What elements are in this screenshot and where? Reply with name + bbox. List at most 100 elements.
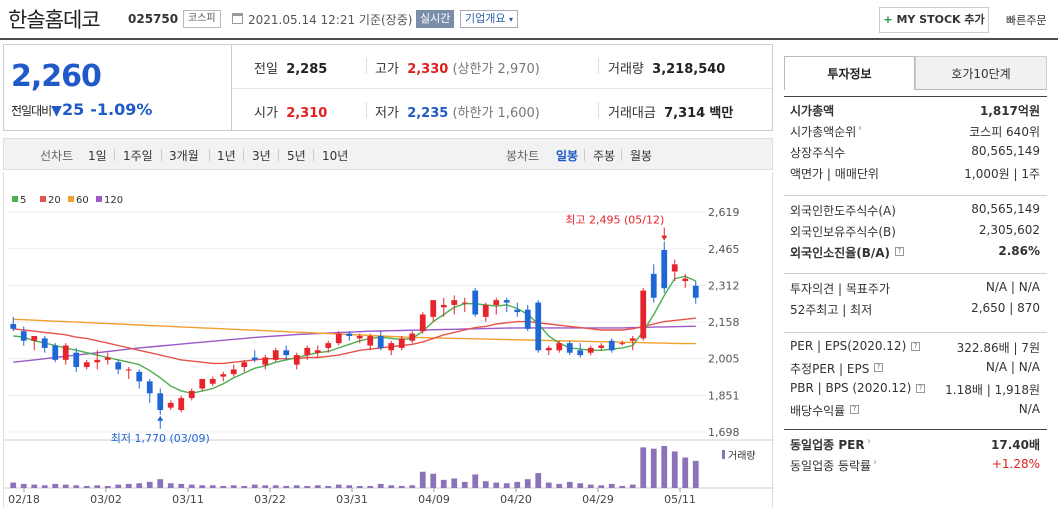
volume-bar — [146, 481, 153, 488]
candle-body — [692, 285, 699, 298]
chart-period-bar: 선차트 1일 1주일 3개월 1년 3년 5년 10년 봉차트 일봉 주봉 월봉 — [3, 138, 773, 170]
candle-body — [598, 345, 605, 348]
volume-bar — [136, 483, 143, 488]
help-icon[interactable]: ? — [911, 342, 920, 351]
volume-bar — [104, 485, 111, 488]
info-row: 52주최고 | 최저 2,650 | 870 — [790, 301, 1040, 321]
volume-bar — [283, 485, 290, 488]
volume-bar — [20, 483, 27, 488]
candle-body — [451, 300, 458, 305]
volume-bar — [577, 483, 584, 488]
volume-bar — [346, 485, 353, 488]
info-row-label: 외국인한도주식수(A) — [790, 204, 896, 218]
help-icon[interactable]: ? — [850, 405, 859, 414]
candle-body — [94, 359, 101, 363]
quick-order-link[interactable]: 빠른주문 — [1006, 14, 1047, 27]
realtime-button[interactable]: 실시간 — [416, 10, 455, 28]
volume-bar — [251, 484, 258, 488]
info-row: 외국인보유주식수(B) 2,305,602 — [790, 223, 1040, 243]
info-row: 외국인소진율(B/A)? 2.86% — [790, 244, 1040, 264]
upper-limit: (상한가 2,970) — [452, 62, 540, 77]
info-group-divider — [784, 332, 1047, 333]
volume-bar — [682, 457, 689, 488]
volume-bar — [619, 485, 626, 488]
info-row-label: PBR | BPS (2020.12) — [790, 381, 912, 395]
volume-bar — [314, 485, 321, 488]
volume-bar — [125, 483, 132, 488]
candle-body — [125, 369, 132, 371]
candle-body — [304, 347, 311, 356]
chevron-right-icon[interactable]: › — [858, 123, 862, 134]
candle-body — [104, 357, 111, 360]
add-mystock-button[interactable]: + MY STOCK 추가 — [879, 7, 989, 33]
chevron-down-icon: ▾ — [508, 15, 513, 24]
info-row: 상장주식수 80,565,149 — [790, 144, 1040, 164]
tab-order-book[interactable]: 호가10단계 — [915, 56, 1047, 90]
high-label: 고가 — [375, 62, 399, 77]
period-1y[interactable]: 1년 — [217, 149, 236, 163]
down-triangle-icon: ▼ — [51, 103, 62, 119]
info-row: 시가총액 1,817억원 — [790, 102, 1040, 122]
volume-legend-label: 거래량 — [728, 450, 756, 462]
info-row-label: 추정PER | EPS — [790, 362, 870, 376]
help-icon[interactable]: ? — [874, 363, 883, 372]
candle-body — [629, 338, 636, 341]
x-tick-label: 04/09 — [418, 493, 450, 506]
candle-body — [524, 309, 531, 329]
info-row: 액면가 | 매매단위 1,000원 | 1주 — [790, 165, 1040, 185]
period-10y[interactable]: 10년 — [322, 149, 349, 163]
volume-bar — [304, 485, 311, 488]
help-icon[interactable]: ? — [895, 247, 904, 256]
chevron-right-icon[interactable]: › — [873, 457, 877, 468]
period-3y[interactable]: 3년 — [252, 149, 271, 163]
candle-body — [377, 335, 384, 348]
amount-unit: 백만 — [709, 106, 734, 121]
chevron-right-icon[interactable]: › — [867, 436, 871, 447]
x-tick-label: 04/20 — [500, 493, 532, 506]
info-row: 동일업종 등락률 › +1.28% — [790, 457, 1040, 477]
period-1d[interactable]: 1일 — [88, 149, 107, 163]
info-row-label: 배당수익률 — [790, 404, 846, 418]
candle-body — [136, 371, 143, 382]
max-annotation: 최고 2,495 (05/12) — [565, 214, 664, 227]
x-tick-label: 03/31 — [336, 493, 368, 506]
info-row-value: 80,565,149 — [971, 202, 1040, 216]
candle-body — [262, 357, 269, 365]
volume-bar — [451, 478, 458, 488]
period-3m[interactable]: 3개월 — [169, 149, 199, 163]
info-row: 동일업종 PER › 17.40배 — [790, 436, 1040, 456]
candle-body — [493, 300, 500, 305]
volume-bar — [640, 447, 647, 488]
volume-bar — [167, 483, 174, 488]
info-group-divider — [784, 429, 1047, 430]
volume-bar — [94, 485, 101, 488]
stock-header: 한솔홈데코 025750 코스피 2021.05.14 12:21 기준(장중)… — [0, 0, 1058, 40]
volume-bar — [335, 484, 342, 488]
legend-swatch — [40, 196, 46, 202]
y-tick-label: 2,158 — [708, 316, 740, 329]
help-icon[interactable]: ? — [916, 384, 925, 393]
info-group-divider — [784, 96, 1047, 97]
candle-monthly[interactable]: 월봉 — [630, 149, 653, 163]
tab-investment-info[interactable]: 투자정보 — [784, 56, 915, 90]
info-row-label: 동일업종 PER — [790, 438, 865, 452]
candle-weekly[interactable]: 주봉 — [593, 149, 616, 163]
volume-bar — [545, 482, 552, 488]
volume-bar — [52, 483, 59, 488]
candle-body — [346, 333, 353, 336]
info-row: 시가총액순위 › 코스피 640위 — [790, 123, 1040, 143]
legend-label: 120 — [104, 195, 123, 206]
volume-bar — [671, 451, 678, 488]
amount-label: 거래대금 — [608, 106, 656, 121]
stock-chart[interactable]: 2,619 2,465 2,312 2,158 2,005 1,851 1,698 5 20 60… — [3, 172, 774, 507]
stat-low: 저가 2,235 (하한가 1,600) — [375, 102, 540, 121]
volume-bar — [73, 485, 80, 488]
quote-datetime: 2021.05.14 12:21 기준(장중) — [248, 13, 413, 27]
info-row: PER | EPS(2020.12)? 322.86배 | 7원 — [790, 339, 1040, 359]
candle-daily[interactable]: 일봉 — [556, 149, 579, 163]
info-row: 배당수익률? N/A — [790, 402, 1040, 422]
volume-bar — [356, 485, 363, 488]
period-1w[interactable]: 1주일 — [123, 149, 153, 163]
period-5y[interactable]: 5년 — [287, 149, 306, 163]
corp-overview-dropdown[interactable]: 기업개요 ▾ — [460, 10, 518, 28]
